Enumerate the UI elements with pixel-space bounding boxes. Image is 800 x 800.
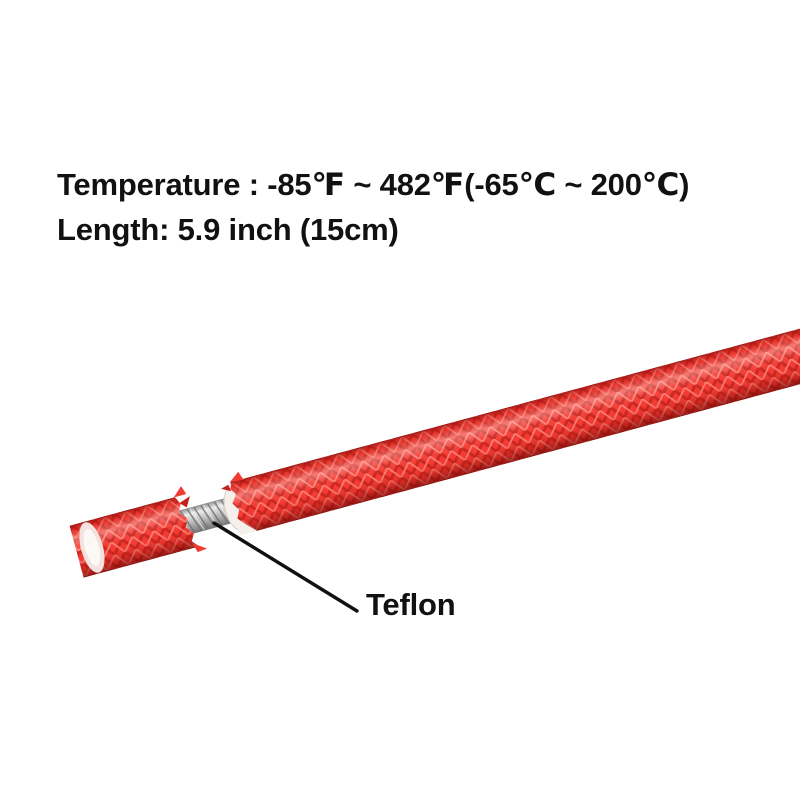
temperature-spec: Temperature : -85℉ ~ 482℉(-65℃ ~ 200℃) — [57, 167, 690, 202]
cable-photo — [69, 316, 800, 578]
leader-line — [212, 521, 359, 613]
teflon-label: Teflon — [366, 587, 456, 622]
length-spec: Length: 5.9 inch (15cm) — [57, 212, 399, 247]
spec-text-block: Temperature : -85℉ ~ 482℉(-65℃ ~ 200℃) L… — [57, 162, 689, 252]
cable-main-segment — [226, 316, 800, 536]
frayed-braid-fibers — [173, 471, 244, 553]
cable-left-segment — [69, 494, 200, 578]
